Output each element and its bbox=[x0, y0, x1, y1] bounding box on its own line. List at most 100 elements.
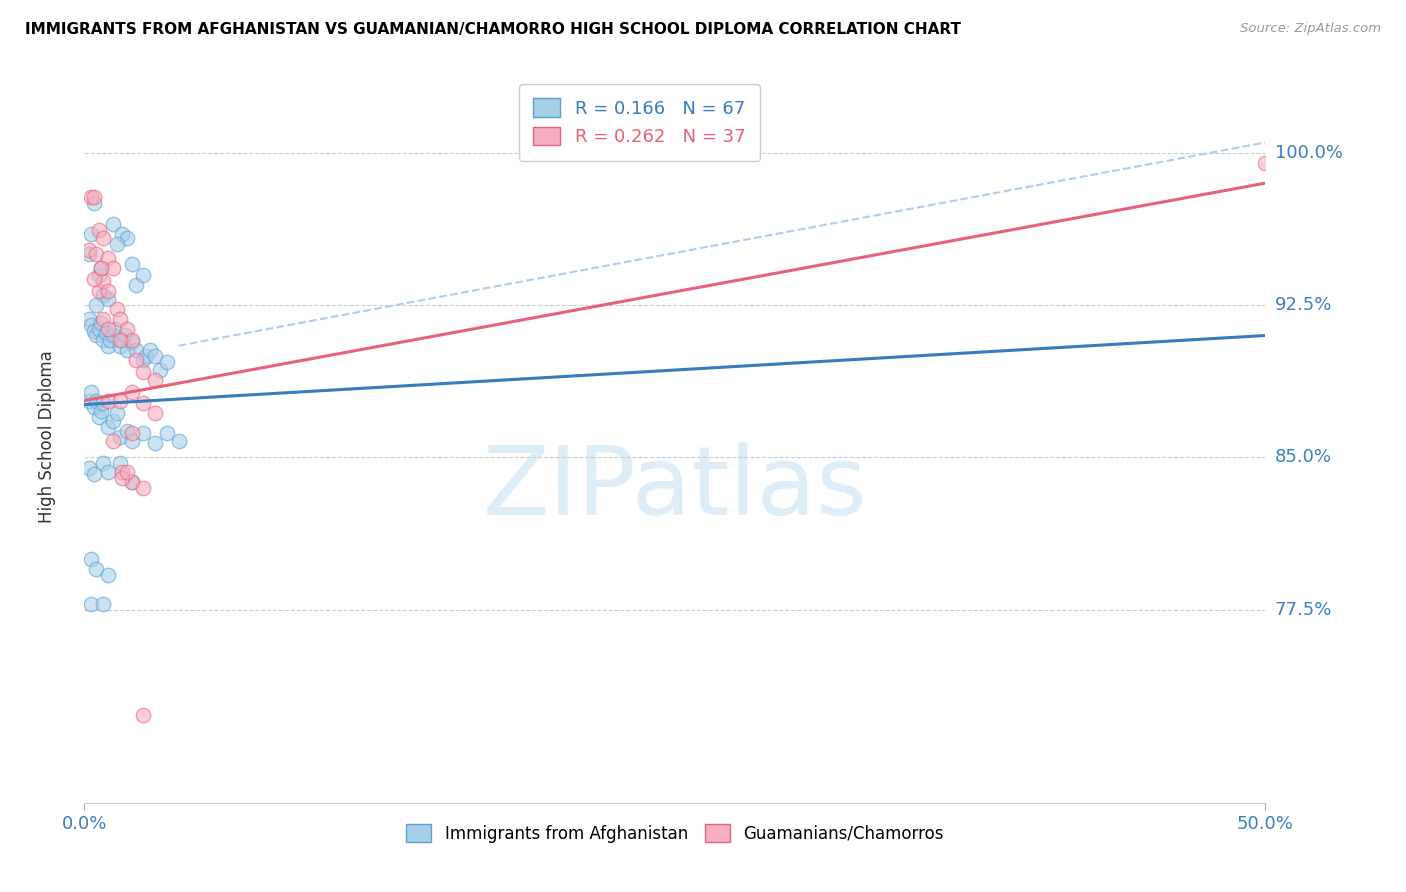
Point bbox=[80, 227, 103, 241]
Point bbox=[111, 465, 134, 479]
Point bbox=[107, 237, 129, 252]
Point bbox=[104, 322, 127, 336]
Text: Source: ZipAtlas.com: Source: ZipAtlas.com bbox=[1240, 22, 1381, 36]
Point bbox=[97, 292, 120, 306]
Point bbox=[121, 333, 143, 347]
Point bbox=[108, 339, 131, 353]
Point bbox=[90, 316, 112, 330]
Point bbox=[84, 328, 107, 343]
Point bbox=[91, 288, 114, 302]
Text: 85.0%: 85.0% bbox=[1275, 449, 1331, 467]
Point bbox=[87, 223, 110, 237]
Point bbox=[91, 312, 114, 326]
Point bbox=[98, 333, 121, 347]
Point bbox=[132, 395, 155, 409]
Point bbox=[132, 268, 155, 282]
Point bbox=[83, 467, 105, 481]
Point bbox=[80, 318, 103, 333]
Legend: Immigrants from Afghanistan, Guamanians/Chamorros: Immigrants from Afghanistan, Guamanians/… bbox=[399, 818, 950, 849]
Point bbox=[132, 425, 155, 440]
Point bbox=[108, 457, 131, 471]
Point bbox=[121, 425, 143, 440]
Point bbox=[1254, 156, 1277, 170]
Text: 92.5%: 92.5% bbox=[1275, 296, 1333, 314]
Point bbox=[84, 562, 107, 576]
Point bbox=[101, 434, 124, 449]
Point bbox=[121, 257, 143, 271]
Point bbox=[90, 403, 112, 417]
Point bbox=[77, 247, 100, 261]
Point bbox=[114, 328, 136, 343]
Point bbox=[80, 385, 103, 400]
Point bbox=[83, 196, 105, 211]
Point bbox=[115, 465, 138, 479]
Point bbox=[111, 227, 134, 241]
Point bbox=[115, 343, 138, 357]
Point bbox=[111, 471, 134, 485]
Point bbox=[115, 424, 138, 438]
Point bbox=[101, 328, 124, 343]
Point bbox=[125, 277, 148, 292]
Point bbox=[115, 231, 138, 245]
Point bbox=[91, 597, 114, 611]
Point bbox=[108, 393, 131, 408]
Text: ZIPatlas: ZIPatlas bbox=[482, 442, 868, 535]
Point bbox=[108, 333, 131, 347]
Point bbox=[115, 322, 138, 336]
Point bbox=[87, 268, 110, 282]
Point bbox=[97, 322, 120, 336]
Point bbox=[87, 409, 110, 424]
Text: IMMIGRANTS FROM AFGHANISTAN VS GUAMANIAN/CHAMORRO HIGH SCHOOL DIPLOMA CORRELATIO: IMMIGRANTS FROM AFGHANISTAN VS GUAMANIAN… bbox=[25, 22, 962, 37]
Point bbox=[77, 460, 100, 475]
Point bbox=[143, 406, 166, 420]
Text: High School Diploma: High School Diploma bbox=[38, 351, 56, 524]
Point bbox=[83, 400, 105, 414]
Point bbox=[101, 414, 124, 428]
Point bbox=[97, 393, 120, 408]
Point bbox=[121, 385, 143, 400]
Point bbox=[77, 243, 100, 257]
Point bbox=[156, 425, 179, 440]
Point bbox=[83, 325, 105, 339]
Point bbox=[90, 261, 112, 276]
Point bbox=[80, 190, 103, 204]
Point bbox=[125, 343, 148, 357]
Point bbox=[97, 465, 120, 479]
Point bbox=[97, 339, 120, 353]
Point bbox=[77, 393, 100, 408]
Point bbox=[143, 349, 166, 363]
Point bbox=[97, 568, 120, 582]
Point bbox=[143, 373, 166, 387]
Point bbox=[84, 393, 107, 408]
Point bbox=[121, 434, 143, 449]
Point bbox=[132, 352, 155, 367]
Point bbox=[94, 326, 117, 341]
Point bbox=[84, 298, 107, 312]
Point bbox=[97, 284, 120, 298]
Point bbox=[84, 247, 107, 261]
Point bbox=[107, 302, 129, 317]
Text: 100.0%: 100.0% bbox=[1275, 144, 1343, 161]
Point bbox=[139, 343, 162, 357]
Point bbox=[91, 333, 114, 347]
Point bbox=[97, 252, 120, 266]
Point bbox=[121, 475, 143, 489]
Point bbox=[132, 481, 155, 495]
Point bbox=[132, 708, 155, 723]
Point bbox=[97, 420, 120, 434]
Point bbox=[80, 597, 103, 611]
Point bbox=[91, 395, 114, 409]
Point bbox=[80, 552, 103, 566]
Point bbox=[77, 312, 100, 326]
Point bbox=[83, 190, 105, 204]
Point bbox=[125, 352, 148, 367]
Point bbox=[149, 363, 172, 377]
Point bbox=[87, 284, 110, 298]
Point bbox=[108, 312, 131, 326]
Point bbox=[156, 355, 179, 369]
Text: 77.5%: 77.5% bbox=[1275, 601, 1333, 619]
Point bbox=[132, 365, 155, 379]
Point bbox=[90, 261, 112, 276]
Point bbox=[111, 333, 134, 347]
Point bbox=[101, 217, 124, 231]
